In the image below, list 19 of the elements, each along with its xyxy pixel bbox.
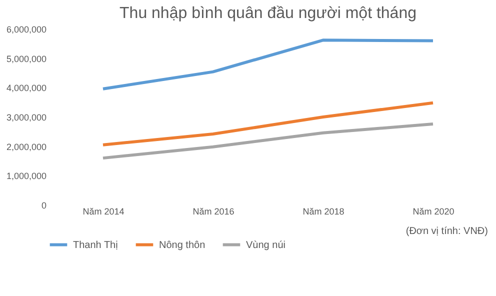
y-tick-label: 2,000,000: [6, 142, 46, 152]
y-tick-label: 6,000,000: [6, 24, 46, 34]
x-tick-label: Năm 2016: [192, 206, 234, 216]
legend-label: Vùng núi: [246, 240, 286, 251]
line-series: [102, 122, 434, 160]
line-series: [102, 101, 434, 146]
y-tick-label: 4,000,000: [6, 83, 46, 94]
x-tick-label: Năm 2018: [302, 206, 344, 216]
legend-label: Nông thôn: [159, 240, 206, 251]
legend-label: Thanh Thị: [73, 240, 118, 251]
x-tick-label: Năm 2014: [82, 206, 124, 216]
y-tick-label: 5,000,000: [6, 54, 46, 64]
chart-title: Thu nhập bình quân đầu người một tháng: [120, 5, 416, 22]
text: (Đơn vị tính: VNĐ): [406, 226, 488, 237]
y-tick-label: 0: [41, 200, 46, 210]
line-series: [102, 38, 434, 90]
y-tick-label: 3,000,000: [6, 112, 46, 122]
x-tick-label: Năm 2020: [412, 206, 454, 216]
y-tick-label: 1,000,000: [6, 171, 46, 182]
